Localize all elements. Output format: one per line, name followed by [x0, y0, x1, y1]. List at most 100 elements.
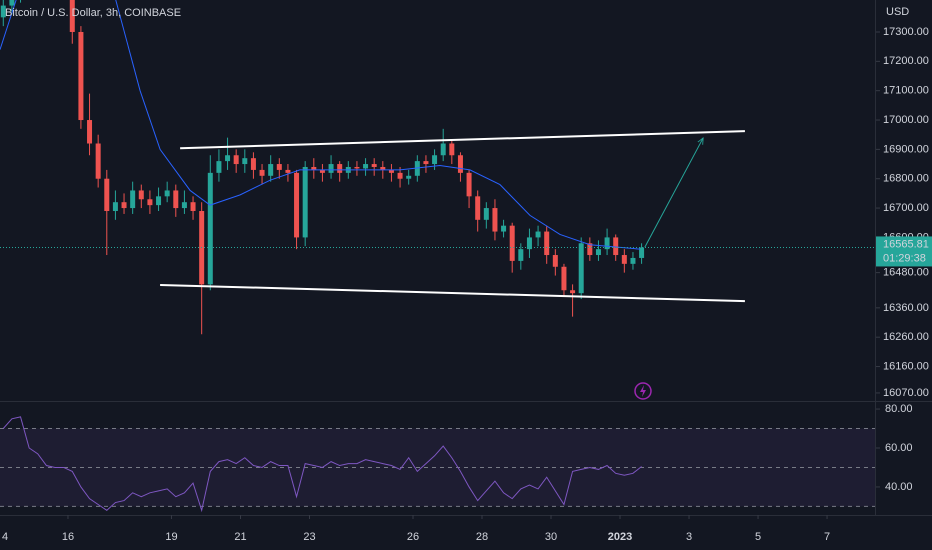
- currency-label: USD: [886, 6, 909, 18]
- moving-average: [0, 0, 641, 250]
- y-tick-label: 16900.00: [883, 143, 929, 155]
- candle-body: [466, 172, 472, 197]
- x-tick-label: 21: [234, 531, 246, 543]
- candle-body: [164, 190, 170, 197]
- candle-body: [406, 175, 412, 179]
- y-tick-label: 16800.00: [883, 173, 929, 185]
- candle-body: [207, 172, 213, 285]
- price-pane: [0, 0, 875, 335]
- candle-body: [552, 255, 558, 267]
- rsi-line: [2, 416, 642, 513]
- candle-body: [337, 164, 343, 173]
- rsi-pane: [0, 416, 875, 513]
- candle-body: [509, 225, 515, 261]
- candle-body: [380, 166, 386, 170]
- last-price-label: 16565.81: [883, 238, 929, 250]
- candle-body: [104, 178, 110, 212]
- candle-body: [268, 164, 274, 176]
- y-tick-label: 16360.00: [883, 302, 929, 314]
- x-tick-label: 4: [2, 531, 8, 543]
- x-tick-label: 30: [545, 531, 557, 543]
- candle-body: [535, 231, 541, 238]
- y-tick-label: 17300.00: [883, 26, 929, 38]
- candle-body: [621, 255, 627, 264]
- rsi-tick-label: 40.00: [885, 481, 913, 493]
- y-tick-label: 17000.00: [883, 114, 929, 126]
- y-tick-label: 16070.00: [883, 387, 929, 399]
- candle-body: [604, 237, 610, 250]
- candle-body: [276, 164, 282, 170]
- x-tick-label: 3: [686, 531, 692, 543]
- x-tick-label: 7: [824, 531, 830, 543]
- countdown-label: 01:29:38: [883, 252, 926, 264]
- candle-body: [285, 169, 291, 173]
- candle-body: [423, 161, 429, 165]
- candle-body: [225, 155, 231, 162]
- candle-body: [440, 143, 446, 156]
- candle-body: [561, 266, 567, 291]
- candle-body: [259, 169, 265, 176]
- candle-body: [216, 161, 222, 173]
- candle-body: [397, 172, 403, 179]
- candle-body: [130, 190, 136, 209]
- x-tick-label: 2023: [608, 531, 632, 543]
- axes: 17300.00 17200.00 17100.00 17000.00 16900.00…: [2, 26, 932, 543]
- y-tick-label: 17100.00: [883, 85, 929, 97]
- candle-body: [328, 164, 334, 173]
- x-tick-label: 19: [165, 531, 177, 543]
- candle-body: [9, 0, 15, 6]
- candle-body: [526, 237, 532, 250]
- candle-body: [294, 172, 300, 238]
- chart-title: Bitcoin / U.S. Dollar, 3h, COINBASE: [5, 7, 181, 19]
- candle-body: [190, 202, 196, 212]
- candle-body: [432, 155, 438, 165]
- candle-body: [570, 290, 576, 294]
- candle-body: [0, 5, 6, 18]
- trend-arrow: [644, 138, 703, 248]
- candle-body: [147, 199, 153, 206]
- candle-body: [181, 202, 187, 209]
- candle-body: [250, 158, 256, 170]
- candle-body: [156, 196, 162, 206]
- candle-body: [242, 158, 248, 165]
- x-tick-label: 5: [755, 531, 761, 543]
- candle-body: [587, 243, 593, 256]
- candle-body: [112, 202, 118, 212]
- candle-body: [630, 257, 636, 264]
- candle-body: [233, 155, 239, 165]
- alert-icon: [634, 382, 652, 400]
- trend-line: [160, 283, 745, 303]
- y-tick-label: 16260.00: [883, 331, 929, 343]
- candle-body: [354, 166, 360, 169]
- candle-body: [87, 120, 93, 144]
- candle-body: [95, 143, 101, 179]
- rsi-tick-label: 60.00: [885, 442, 913, 454]
- candle-body: [138, 190, 144, 200]
- candle-body: [613, 237, 619, 256]
- candle-body: [578, 243, 584, 294]
- candle-body: [371, 164, 377, 167]
- candle-body: [518, 249, 524, 261]
- candle-body: [78, 31, 84, 121]
- candle-body: [475, 196, 481, 220]
- candle-body: [449, 143, 455, 156]
- candle-body: [311, 166, 317, 170]
- x-tick-label: 23: [303, 531, 315, 543]
- y-tick-label: 16160.00: [883, 360, 929, 372]
- candle-body: [639, 247, 645, 258]
- last-price-box: [876, 236, 932, 267]
- y-tick-label: 16480.00: [883, 267, 929, 279]
- candle-body: [121, 202, 127, 209]
- candle-body: [69, 0, 75, 32]
- candle-body: [595, 249, 601, 256]
- candle-body: [388, 169, 394, 173]
- candle-body: [457, 155, 463, 173]
- candle-body: [501, 225, 507, 232]
- candle-body: [173, 190, 179, 209]
- x-tick-label: 16: [62, 531, 74, 543]
- x-tick-label: 28: [476, 531, 488, 543]
- candle-body: [302, 166, 308, 238]
